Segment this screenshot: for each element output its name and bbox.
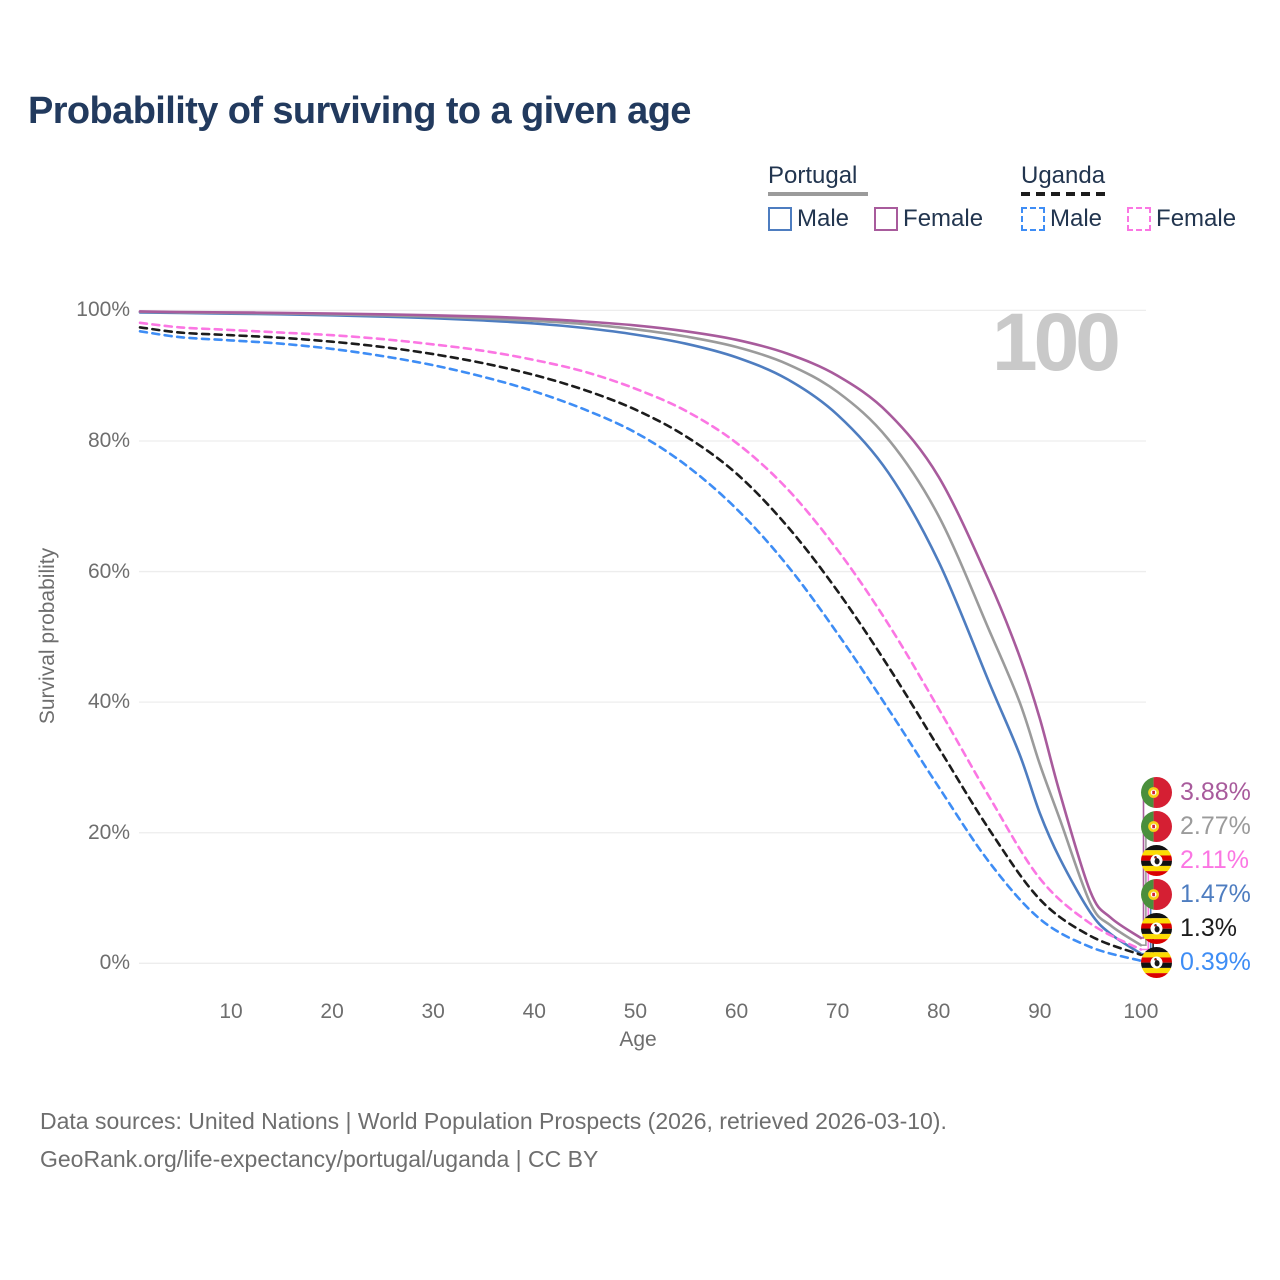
legend-country-portugal: Portugal [768, 162, 858, 189]
x-tick-30: 30 [421, 1000, 445, 1023]
x-tick-50: 50 [623, 1000, 648, 1023]
y-tick-80%: 80% [87, 428, 130, 452]
uganda-flag [1141, 845, 1172, 876]
endpoint-value: 0.39% [1180, 948, 1251, 976]
portugal-flag [1141, 879, 1172, 910]
x-tick-80: 80 [927, 1000, 951, 1023]
curve-uganda-combined [138, 326, 1143, 957]
legend-item-label: Male [1050, 205, 1103, 232]
y-tick-60%: 60% [87, 559, 130, 583]
endpoint-value: 2.77% [1180, 812, 1251, 840]
endpoint-label-row: 2.77% [1141, 811, 1251, 842]
portugal-flag-icon [1141, 879, 1172, 910]
portugal-flag-icon [1141, 777, 1172, 808]
legend-underline-portugal [768, 192, 868, 196]
survival-chart [138, 309, 1157, 964]
y-tick-20%: 20% [87, 820, 130, 844]
legend-item-label: Female [1156, 205, 1237, 232]
uganda-flag-icon [1141, 947, 1172, 978]
endpoint-label-row: 1.3% [1141, 913, 1237, 944]
uganda-flag [1141, 947, 1172, 978]
endpoint-label-row: 2.11% [1141, 845, 1249, 876]
endpoint-label-row: 0.39% [1141, 947, 1251, 978]
footer-sources: Data sources: United Nations | World Pop… [40, 1108, 947, 1134]
legend-swatch-icon [874, 207, 899, 231]
legend-swatch-icon [768, 207, 792, 231]
uganda-flag-icon [1141, 845, 1172, 876]
x-axis-title: Age [619, 1028, 657, 1051]
endpoint-value: 1.47% [1180, 880, 1251, 908]
x-tick-100: 100 [1123, 1000, 1159, 1023]
legend-item-uganda-male[interactable]: Male [1021, 205, 1102, 233]
x-tick-40: 40 [522, 1000, 546, 1023]
page-title: Probability of surviving to a given age [28, 90, 691, 132]
hovered-age-watermark: 100 [992, 297, 1121, 388]
legend-swatch-icon [1021, 207, 1045, 231]
endpoint-value: 3.88% [1180, 778, 1251, 806]
legend-item-portugal-female[interactable]: Female [874, 205, 983, 233]
curve-portugal-combined [138, 310, 1143, 947]
curve-portugal-female [138, 310, 1143, 940]
legend-underline-uganda [1021, 192, 1109, 196]
portugal-flag [1141, 811, 1172, 842]
uganda-flag [1141, 913, 1172, 944]
legend-item-label: Male [797, 205, 850, 232]
x-tick-10: 10 [219, 1000, 243, 1023]
legend-item-uganda-female[interactable]: Female [1127, 205, 1236, 233]
legend-item-label: Female [903, 205, 984, 232]
x-tick-20: 20 [320, 1000, 344, 1023]
x-tick-90: 90 [1028, 1000, 1052, 1023]
uganda-flag-icon [1141, 913, 1172, 944]
y-tick-40%: 40% [87, 690, 130, 714]
endpoint-label-row: 3.88% [1141, 777, 1251, 808]
x-tick-60: 60 [724, 1000, 749, 1023]
legend-country-uganda: Uganda [1021, 162, 1106, 189]
y-tick-100%: 100% [76, 298, 130, 322]
endpoint-value: 1.3% [1180, 914, 1237, 942]
curve-uganda-male [138, 330, 1143, 963]
y-tick-0%: 0% [99, 951, 130, 975]
legend-swatch-icon [1127, 207, 1152, 231]
curve-uganda-female [138, 321, 1143, 951]
portugal-flag [1141, 777, 1172, 808]
endpoint-value: 2.11% [1180, 846, 1250, 874]
endpoint-label-row: 1.47% [1141, 879, 1251, 910]
portugal-flag-icon [1141, 811, 1172, 842]
legend-item-portugal-male[interactable]: Male [768, 205, 849, 233]
x-tick-70: 70 [825, 1000, 850, 1023]
footer-attribution: GeoRank.org/life-expectancy/portugal/uga… [40, 1146, 599, 1172]
